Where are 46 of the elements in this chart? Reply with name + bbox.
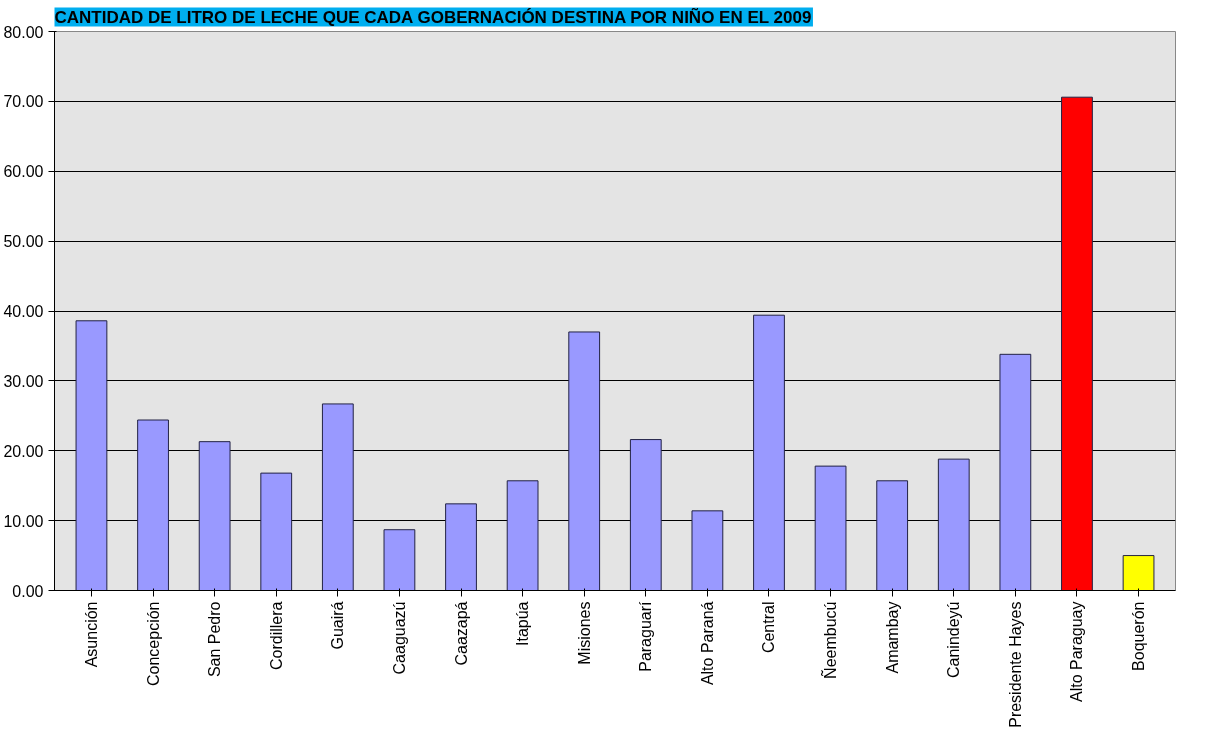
- bar: [1122, 555, 1155, 591]
- bar: [937, 458, 970, 591]
- y-tick-label: 50.00: [3, 233, 44, 251]
- y-tick-label: 30.00: [3, 372, 44, 390]
- bar: [260, 472, 293, 591]
- bar: [198, 441, 231, 591]
- x-tick-label: Guairá: [329, 601, 347, 650]
- y-tick-label: 10.00: [3, 512, 44, 530]
- x-tick-label: Central: [760, 601, 778, 654]
- bar: [568, 331, 601, 591]
- x-tick-label: Concepción: [144, 601, 162, 686]
- x-tick-label: Caazapá: [452, 601, 470, 666]
- bar: [75, 320, 108, 591]
- x-tick-label: Paraguarí: [637, 600, 655, 672]
- x-tick-label: Canindeyú: [945, 601, 963, 678]
- bar: [691, 510, 724, 591]
- bar: [445, 503, 477, 591]
- y-tick-label: 40.00: [3, 303, 44, 320]
- bar: [137, 419, 169, 591]
- bar: [506, 480, 539, 591]
- x-tick-label: Caaguazú: [390, 601, 408, 675]
- bar: [753, 314, 785, 591]
- y-tick-label: 80.00: [3, 23, 44, 41]
- x-tick-label: Misiones: [575, 601, 593, 665]
- x-tick-label: Ñeembucú: [820, 601, 840, 679]
- bar: [876, 480, 909, 591]
- x-tick-label: Presidente Hayes: [1006, 601, 1024, 728]
- chart-title: CANTIDAD DE LITRO DE LECHE QUE CADA GOBERNACIÓN DESTINA POR NIÑO EN EL 2009: [54, 6, 812, 27]
- y-tick-label: 0.00: [12, 582, 44, 600]
- x-tick-label: Amambay: [883, 601, 901, 674]
- y-tick-label: 70.00: [3, 93, 44, 111]
- x-tick-label: Asunción: [82, 601, 100, 668]
- x-tick-label: San Pedro: [206, 601, 224, 678]
- bar: [383, 529, 416, 591]
- x-tick-label: Itapúa: [514, 601, 532, 646]
- x-tick-label: Alto Paraguay: [1068, 601, 1086, 703]
- bar: [321, 403, 354, 591]
- bar: [1061, 96, 1093, 591]
- bar: [629, 439, 662, 591]
- bar: [814, 465, 847, 591]
- y-tick-label: 20.00: [3, 442, 44, 460]
- x-tick-label: Cordillera: [267, 601, 285, 670]
- y-tick-label: 60.00: [3, 163, 44, 181]
- bar: [999, 353, 1032, 591]
- x-tick-label: Alto Paraná: [698, 601, 716, 686]
- x-tick-label: Boquerón: [1130, 601, 1148, 671]
